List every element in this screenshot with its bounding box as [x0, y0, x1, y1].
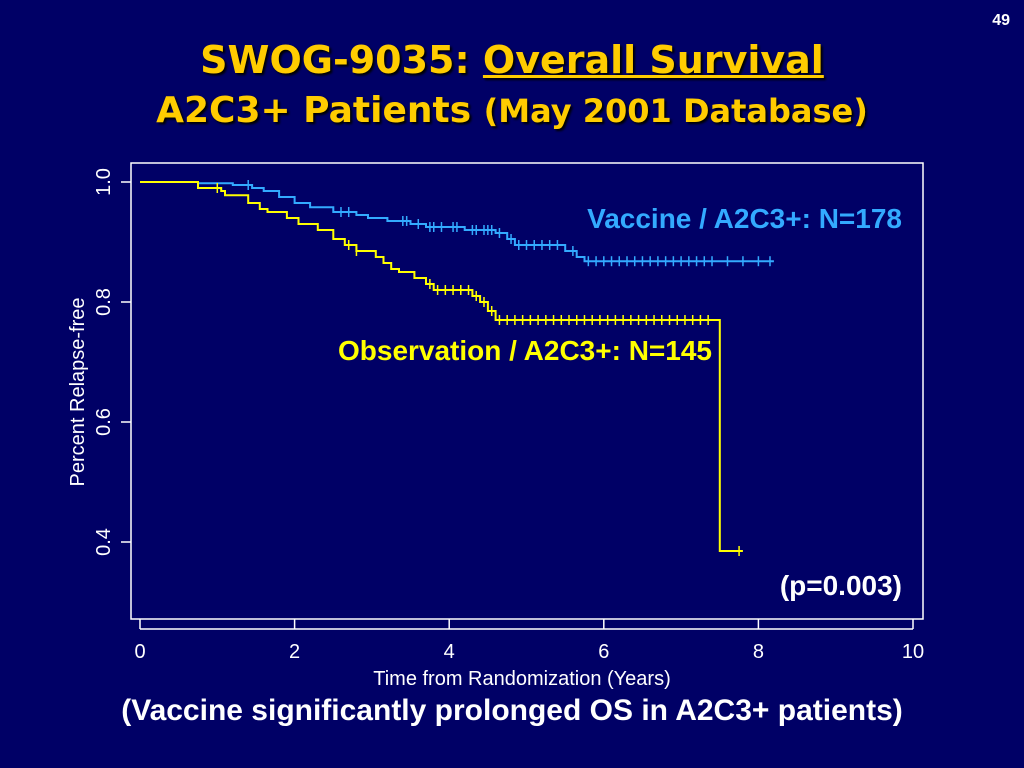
y-tick-label: 0.6: [93, 408, 115, 436]
title-main: A2C3+ Patients: [156, 90, 484, 131]
x-tick-label: 6: [598, 641, 609, 663]
y-axis-label: Percent Relapse-free: [67, 298, 89, 487]
plot-frame: [130, 162, 924, 620]
y-tick-label: 0.8: [93, 288, 115, 316]
x-axis-label: Time from Randomization (Years): [373, 668, 671, 690]
legend-observation: Observation / A2C3+: N=145: [338, 335, 712, 366]
x-tick-label: 0: [134, 641, 145, 663]
x-tick-label: 10: [902, 641, 924, 663]
y-tick-label: 1.0: [93, 168, 115, 196]
title-underlined: Overall Survival: [482, 38, 824, 82]
y-tick-label: 0.4: [93, 528, 115, 556]
slide-title-line1: SWOG-9035: Overall Survival: [0, 38, 1024, 82]
title-sub: (May 2001 Database): [483, 92, 868, 130]
slide-number: 49: [992, 12, 1010, 29]
title-prefix: SWOG-9035:: [200, 38, 483, 82]
slide-title-line2: A2C3+ Patients (May 2001 Database): [0, 90, 1024, 131]
censor-marks: [216, 180, 771, 556]
slide-caption: (Vaccine significantly prolonged OS in A…: [121, 694, 903, 727]
series-lines: [140, 181, 774, 552]
p-value-annotation: (p=0.003): [780, 570, 902, 601]
series-line-0: [140, 181, 774, 263]
legend-vaccine: Vaccine / A2C3+: N=178: [587, 203, 902, 234]
series-line-1: [140, 181, 743, 552]
axes: 0 2 4 6 8 10 0.4 0.6 0.8 1.0: [93, 168, 924, 663]
x-tick-label: 8: [753, 641, 764, 663]
x-tick-label: 4: [444, 641, 455, 663]
x-tick-label: 2: [289, 641, 300, 663]
